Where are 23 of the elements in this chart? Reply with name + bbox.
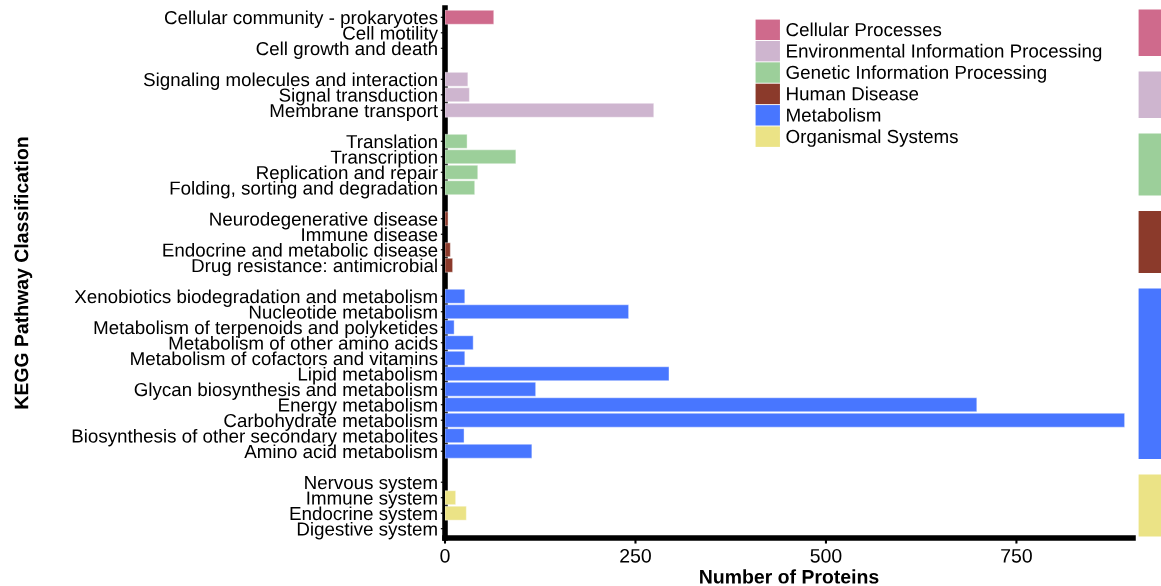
y-tick-label: Immune disease [302, 227, 438, 242]
x-tick-label: 500 [810, 548, 842, 563]
x-axis-title: Number of Proteins [700, 569, 879, 584]
x-tick-label: 0 [440, 548, 450, 563]
y-tick-label: Drug resistance: antimicrobial [192, 258, 437, 276]
x-tick-label: 750 [1001, 548, 1032, 563]
legend-label: Metabolism [787, 107, 881, 122]
y-tick-label: Folding, sorting and degradation [170, 180, 437, 199]
legend-label: Cellular Processes [786, 22, 942, 37]
y-tick-label: Metabolism of other amino acids [169, 335, 438, 350]
legend-label: Genetic Information Processing [786, 65, 1046, 83]
y-axis-title: KEGG Pathway Classification [14, 137, 33, 409]
legend-label: Organismal Systems [786, 129, 958, 147]
y-tick-label: Nucleotide metabolism [249, 304, 437, 319]
y-tick-label: Endocrine and metabolic disease [163, 242, 438, 257]
bar [445, 211, 449, 226]
legend-label: Human Disease [787, 86, 919, 101]
bar [445, 10, 494, 25]
y-tick-label: Metabolism of cofactors and vitamins [131, 351, 438, 366]
y-tick-label: Cellular community - prokaryotes [164, 10, 438, 28]
y-tick-label: Translation [346, 134, 437, 149]
legend-label: Environmental Information Processing [787, 43, 1102, 62]
x-tick-label: 250 [620, 548, 651, 563]
